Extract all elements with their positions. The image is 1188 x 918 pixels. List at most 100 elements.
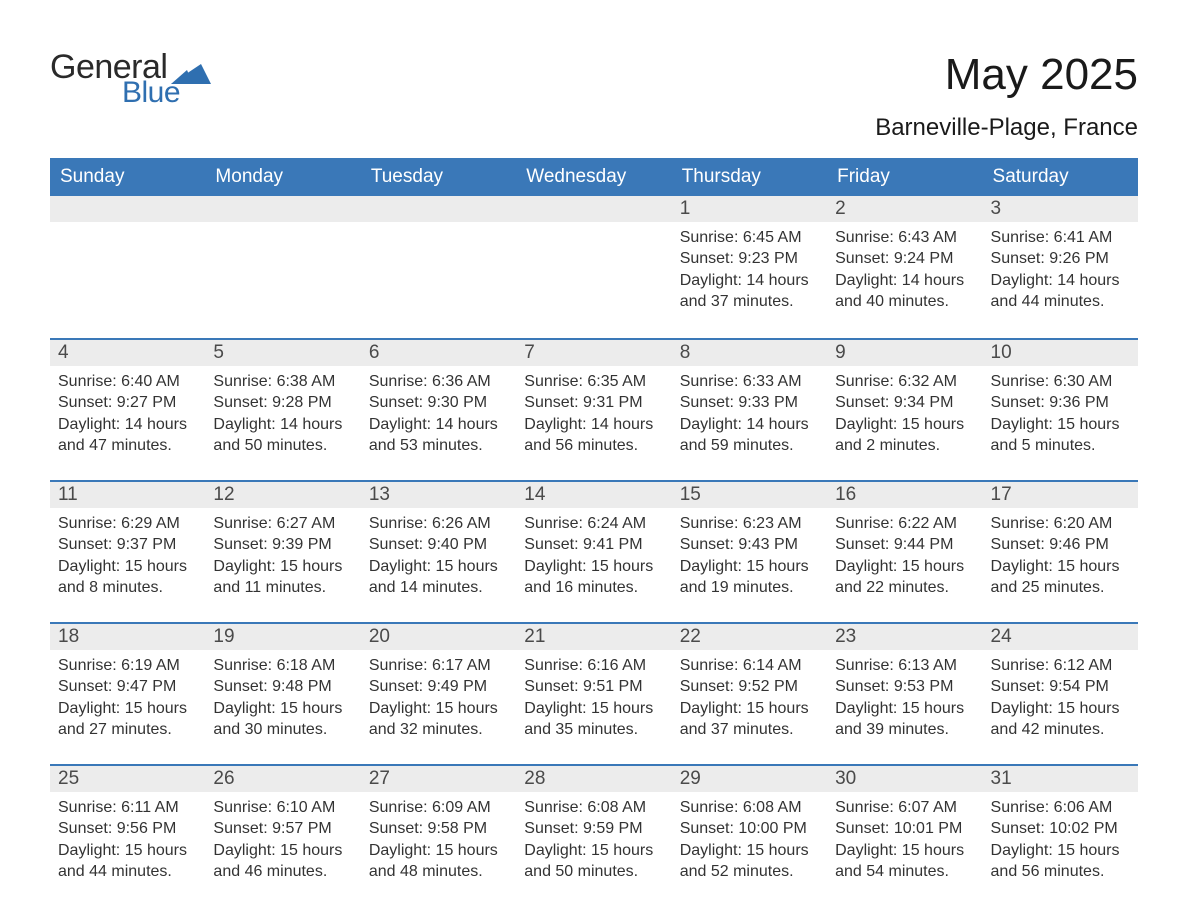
week-row: 25Sunrise: 6:11 AMSunset: 9:56 PMDayligh… — [50, 764, 1138, 906]
day-day1: Daylight: 15 hours — [835, 556, 974, 577]
day-day1: Daylight: 14 hours — [58, 414, 197, 435]
day-body: Sunrise: 6:35 AMSunset: 9:31 PMDaylight:… — [516, 366, 671, 464]
day-body: Sunrise: 6:14 AMSunset: 9:52 PMDaylight:… — [672, 650, 827, 748]
day-body: Sunrise: 6:08 AMSunset: 9:59 PMDaylight:… — [516, 792, 671, 890]
day-sunset: Sunset: 9:23 PM — [680, 248, 819, 269]
week-row: 1Sunrise: 6:45 AMSunset: 9:23 PMDaylight… — [50, 196, 1138, 338]
calendar-body: 1Sunrise: 6:45 AMSunset: 9:23 PMDaylight… — [50, 196, 1138, 906]
day-day1: Daylight: 14 hours — [369, 414, 508, 435]
day-sunset: Sunset: 9:36 PM — [991, 392, 1130, 413]
day-number: 24 — [983, 624, 1138, 650]
day-number: 12 — [205, 482, 360, 508]
day-sunset: Sunset: 9:34 PM — [835, 392, 974, 413]
day-sunset: Sunset: 9:48 PM — [213, 676, 352, 697]
day-sunrise: Sunrise: 6:22 AM — [835, 513, 974, 534]
day-day2: and 11 minutes. — [213, 577, 352, 598]
day-day1: Daylight: 15 hours — [369, 698, 508, 719]
day-number: 10 — [983, 340, 1138, 366]
day-cell: 7Sunrise: 6:35 AMSunset: 9:31 PMDaylight… — [516, 340, 671, 480]
day-cell — [205, 196, 360, 338]
day-number: 25 — [50, 766, 205, 792]
header-thursday: Thursday — [672, 158, 827, 196]
day-day1: Daylight: 14 hours — [991, 270, 1130, 291]
day-day1: Daylight: 15 hours — [524, 698, 663, 719]
day-sunrise: Sunrise: 6:10 AM — [213, 797, 352, 818]
day-sunrise: Sunrise: 6:32 AM — [835, 371, 974, 392]
day-cell: 20Sunrise: 6:17 AMSunset: 9:49 PMDayligh… — [361, 624, 516, 764]
day-day2: and 44 minutes. — [991, 291, 1130, 312]
day-day2: and 37 minutes. — [680, 719, 819, 740]
day-sunset: Sunset: 9:37 PM — [58, 534, 197, 555]
day-cell: 25Sunrise: 6:11 AMSunset: 9:56 PMDayligh… — [50, 766, 205, 906]
day-sunrise: Sunrise: 6:36 AM — [369, 371, 508, 392]
day-body: Sunrise: 6:20 AMSunset: 9:46 PMDaylight:… — [983, 508, 1138, 606]
week-row: 11Sunrise: 6:29 AMSunset: 9:37 PMDayligh… — [50, 480, 1138, 622]
day-body: Sunrise: 6:18 AMSunset: 9:48 PMDaylight:… — [205, 650, 360, 748]
day-sunset: Sunset: 9:33 PM — [680, 392, 819, 413]
day-day2: and 19 minutes. — [680, 577, 819, 598]
day-sunset: Sunset: 9:27 PM — [58, 392, 197, 413]
day-day2: and 54 minutes. — [835, 861, 974, 882]
day-sunset: Sunset: 9:40 PM — [369, 534, 508, 555]
day-day2: and 44 minutes. — [58, 861, 197, 882]
day-sunset: Sunset: 10:02 PM — [991, 818, 1130, 839]
day-body: Sunrise: 6:16 AMSunset: 9:51 PMDaylight:… — [516, 650, 671, 748]
day-cell: 16Sunrise: 6:22 AMSunset: 9:44 PMDayligh… — [827, 482, 982, 622]
day-cell: 3Sunrise: 6:41 AMSunset: 9:26 PMDaylight… — [983, 196, 1138, 338]
day-day2: and 5 minutes. — [991, 435, 1130, 456]
day-number: 14 — [516, 482, 671, 508]
day-number: 30 — [827, 766, 982, 792]
day-sunrise: Sunrise: 6:14 AM — [680, 655, 819, 676]
day-number: 6 — [361, 340, 516, 366]
day-number: 16 — [827, 482, 982, 508]
day-number: 31 — [983, 766, 1138, 792]
day-sunset: Sunset: 9:43 PM — [680, 534, 819, 555]
day-number: 29 — [672, 766, 827, 792]
day-day1: Daylight: 15 hours — [991, 840, 1130, 861]
day-day2: and 56 minutes. — [991, 861, 1130, 882]
week-row: 18Sunrise: 6:19 AMSunset: 9:47 PMDayligh… — [50, 622, 1138, 764]
day-cell: 18Sunrise: 6:19 AMSunset: 9:47 PMDayligh… — [50, 624, 205, 764]
day-body — [361, 222, 516, 235]
day-body: Sunrise: 6:23 AMSunset: 9:43 PMDaylight:… — [672, 508, 827, 606]
day-cell: 28Sunrise: 6:08 AMSunset: 9:59 PMDayligh… — [516, 766, 671, 906]
day-day2: and 48 minutes. — [369, 861, 508, 882]
day-body: Sunrise: 6:24 AMSunset: 9:41 PMDaylight:… — [516, 508, 671, 606]
day-sunrise: Sunrise: 6:26 AM — [369, 513, 508, 534]
day-body: Sunrise: 6:38 AMSunset: 9:28 PMDaylight:… — [205, 366, 360, 464]
day-day2: and 32 minutes. — [369, 719, 508, 740]
day-sunset: Sunset: 9:28 PM — [213, 392, 352, 413]
day-day2: and 8 minutes. — [58, 577, 197, 598]
day-cell: 14Sunrise: 6:24 AMSunset: 9:41 PMDayligh… — [516, 482, 671, 622]
day-body: Sunrise: 6:36 AMSunset: 9:30 PMDaylight:… — [361, 366, 516, 464]
day-day1: Daylight: 15 hours — [680, 840, 819, 861]
day-cell: 23Sunrise: 6:13 AMSunset: 9:53 PMDayligh… — [827, 624, 982, 764]
day-cell: 29Sunrise: 6:08 AMSunset: 10:00 PMDaylig… — [672, 766, 827, 906]
day-sunset: Sunset: 9:39 PM — [213, 534, 352, 555]
day-sunrise: Sunrise: 6:30 AM — [991, 371, 1130, 392]
day-sunrise: Sunrise: 6:17 AM — [369, 655, 508, 676]
day-number: 2 — [827, 196, 982, 222]
day-sunrise: Sunrise: 6:06 AM — [991, 797, 1130, 818]
day-cell: 4Sunrise: 6:40 AMSunset: 9:27 PMDaylight… — [50, 340, 205, 480]
day-day1: Daylight: 15 hours — [835, 840, 974, 861]
day-number: 15 — [672, 482, 827, 508]
day-day1: Daylight: 14 hours — [213, 414, 352, 435]
day-body: Sunrise: 6:08 AMSunset: 10:00 PMDaylight… — [672, 792, 827, 890]
day-day1: Daylight: 14 hours — [835, 270, 974, 291]
calendar-page: General Blue May 2025 Barneville-Plage, … — [0, 0, 1188, 918]
day-sunset: Sunset: 9:31 PM — [524, 392, 663, 413]
day-day1: Daylight: 15 hours — [58, 840, 197, 861]
week-row: 4Sunrise: 6:40 AMSunset: 9:27 PMDaylight… — [50, 338, 1138, 480]
day-day1: Daylight: 15 hours — [369, 556, 508, 577]
day-body: Sunrise: 6:40 AMSunset: 9:27 PMDaylight:… — [50, 366, 205, 464]
day-day1: Daylight: 14 hours — [680, 414, 819, 435]
day-sunset: Sunset: 9:41 PM — [524, 534, 663, 555]
day-day2: and 40 minutes. — [835, 291, 974, 312]
day-cell: 15Sunrise: 6:23 AMSunset: 9:43 PMDayligh… — [672, 482, 827, 622]
day-day2: and 42 minutes. — [991, 719, 1130, 740]
day-body: Sunrise: 6:06 AMSunset: 10:02 PMDaylight… — [983, 792, 1138, 890]
day-day2: and 56 minutes. — [524, 435, 663, 456]
day-sunrise: Sunrise: 6:12 AM — [991, 655, 1130, 676]
day-body: Sunrise: 6:41 AMSunset: 9:26 PMDaylight:… — [983, 222, 1138, 320]
